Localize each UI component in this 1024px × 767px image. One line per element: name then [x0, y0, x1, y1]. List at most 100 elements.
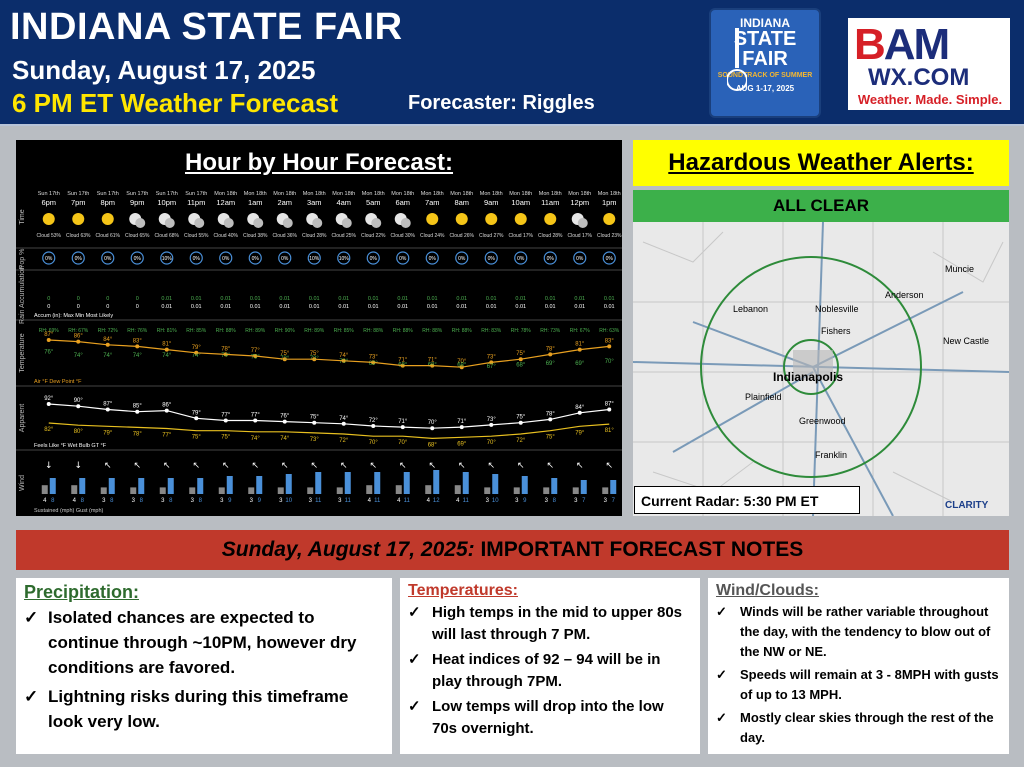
col-pop: 0% [576, 256, 584, 262]
col-day: Mon 18th [391, 191, 414, 197]
col-day: Mon 18th [214, 191, 237, 197]
feels-label: 79° [192, 410, 202, 416]
col-rain-likely: 0.01 [309, 304, 320, 310]
col-pop: 0% [517, 256, 525, 262]
temp-label: 79° [192, 345, 202, 351]
gust-label: 8 [81, 498, 85, 504]
sustained-label: 3 [309, 498, 313, 504]
wetbulb-label: 79° [103, 430, 113, 436]
col-hour: 5am [366, 198, 381, 207]
sun-icon [544, 213, 557, 225]
col-rh: RH: 72% [98, 328, 119, 334]
sustained-label: 3 [102, 498, 106, 504]
feels-label: 76° [280, 414, 290, 420]
gust-label: 7 [582, 498, 586, 504]
radar-map: Muncie Anderson Noblesville Lebanon Fish… [633, 222, 1009, 516]
row-label-2: Rain Accumulation [19, 266, 26, 324]
notes-banner: Sunday, August 17, 2025: IMPORTANT FOREC… [16, 530, 1009, 570]
col-rain-likely: 0.01 [338, 304, 349, 310]
sun-icon [514, 213, 527, 225]
temp-label: 71° [398, 358, 408, 364]
sustained-bar [513, 487, 520, 494]
cloud-icon [371, 218, 382, 228]
col-rain-likely: 0.01 [545, 304, 556, 310]
sustained-label: 4 [43, 498, 47, 504]
header-banner: INDIANA STATE FAIR Sunday, August 17, 20… [0, 0, 1024, 126]
sustained-bar [71, 485, 78, 494]
pop-ring [307, 251, 321, 265]
sustained-bar [189, 487, 196, 494]
col-rain-max: 0.01 [456, 296, 467, 302]
pop-ring [425, 251, 439, 265]
cloud-icon [282, 218, 293, 228]
wetbulb-label: 74° [251, 436, 261, 442]
gust-label: 8 [199, 498, 203, 504]
wind-item-2-text: Speeds will remain at 3 - 8MPH with gust… [740, 667, 999, 702]
dew-label: 73° [251, 354, 261, 360]
sustained-label: 4 [397, 498, 401, 504]
col-rain-likely: 0 [136, 304, 139, 310]
col-pop: 0% [488, 256, 496, 262]
sustained-label: 3 [132, 498, 136, 504]
col-hour: 6am [395, 198, 410, 207]
col-cloud: Cloud 25% [332, 233, 357, 239]
dew-label: 70° [605, 359, 615, 365]
col-rh: RH: 76% [127, 328, 148, 334]
col-rh: RH: 88% [393, 328, 414, 334]
wind-arrow-icon: ↖ [104, 461, 112, 471]
gust-bar [315, 472, 322, 494]
gust-bar [285, 474, 292, 494]
sustained-label: 3 [279, 498, 283, 504]
fair-logo-line5: AUG 1-17, 2025 [735, 84, 795, 93]
precip-heading: Precipitation: [24, 582, 140, 602]
cloud-icon [135, 218, 146, 228]
col-rain-likely: 0.01 [574, 304, 585, 310]
city-indianapolis: Indianapolis [773, 370, 844, 384]
col-hour: 12am [216, 198, 235, 207]
city-new-castle: New Castle [943, 336, 990, 346]
temp-label: 84° [103, 337, 113, 343]
gust-bar [226, 476, 233, 494]
col-pop: 0% [45, 256, 53, 262]
col-cloud: Cloud 30% [391, 233, 416, 239]
notes-banner-label: IMPORTANT FORECAST NOTES [474, 538, 804, 561]
sun-icon [42, 213, 55, 225]
wind-arrow-icon: ↖ [310, 461, 318, 471]
dew-label: 74° [103, 353, 113, 359]
sun-icon [455, 213, 468, 225]
sun-icon [72, 213, 85, 225]
col-rain-likely: 0.01 [397, 304, 408, 310]
sun-icon [603, 213, 616, 225]
col-rain-likely: 0.01 [368, 304, 379, 310]
gust-bar [403, 472, 410, 494]
check-icon: ✓ [24, 608, 39, 627]
sustained-label: 3 [545, 498, 549, 504]
page-title: INDIANA STATE FAIR [10, 6, 403, 48]
temp-label: 75° [280, 351, 290, 357]
gust-label: 8 [51, 498, 55, 504]
sustained-bar [572, 487, 579, 494]
pop-ring [337, 251, 351, 265]
gust-label: 9 [258, 498, 262, 504]
notes-banner-date: Sunday, August 17, 2025: [221, 538, 475, 561]
hourly-forecast-graphic: Time Pop %Rain Accumulation Temperature App… [16, 191, 622, 514]
forecaster-name: Forecaster: Riggles [408, 92, 595, 114]
sustained-label: 3 [338, 498, 342, 504]
gust-label: 11 [345, 498, 352, 504]
col-day: Sun 17th [97, 191, 119, 197]
col-cloud: Cloud 24% [420, 233, 445, 239]
feels-label: 90° [74, 398, 84, 404]
col-rain-likely: 0 [77, 304, 80, 310]
col-day: Mon 18th [568, 191, 591, 197]
col-cloud: Cloud 28% [538, 233, 563, 239]
col-rh: RH: 85% [186, 328, 207, 334]
wetbulb-label: 77° [162, 433, 172, 439]
sustained-label: 4 [427, 498, 431, 504]
wind-heading: Wind/Clouds: [716, 582, 819, 599]
cloud-icon [164, 218, 175, 228]
sustained-bar [336, 487, 343, 494]
pop-ring [366, 251, 380, 265]
col-rain-likely: 0.01 [220, 304, 231, 310]
feels-label: 86° [162, 403, 172, 409]
sustained-bar [130, 487, 137, 494]
